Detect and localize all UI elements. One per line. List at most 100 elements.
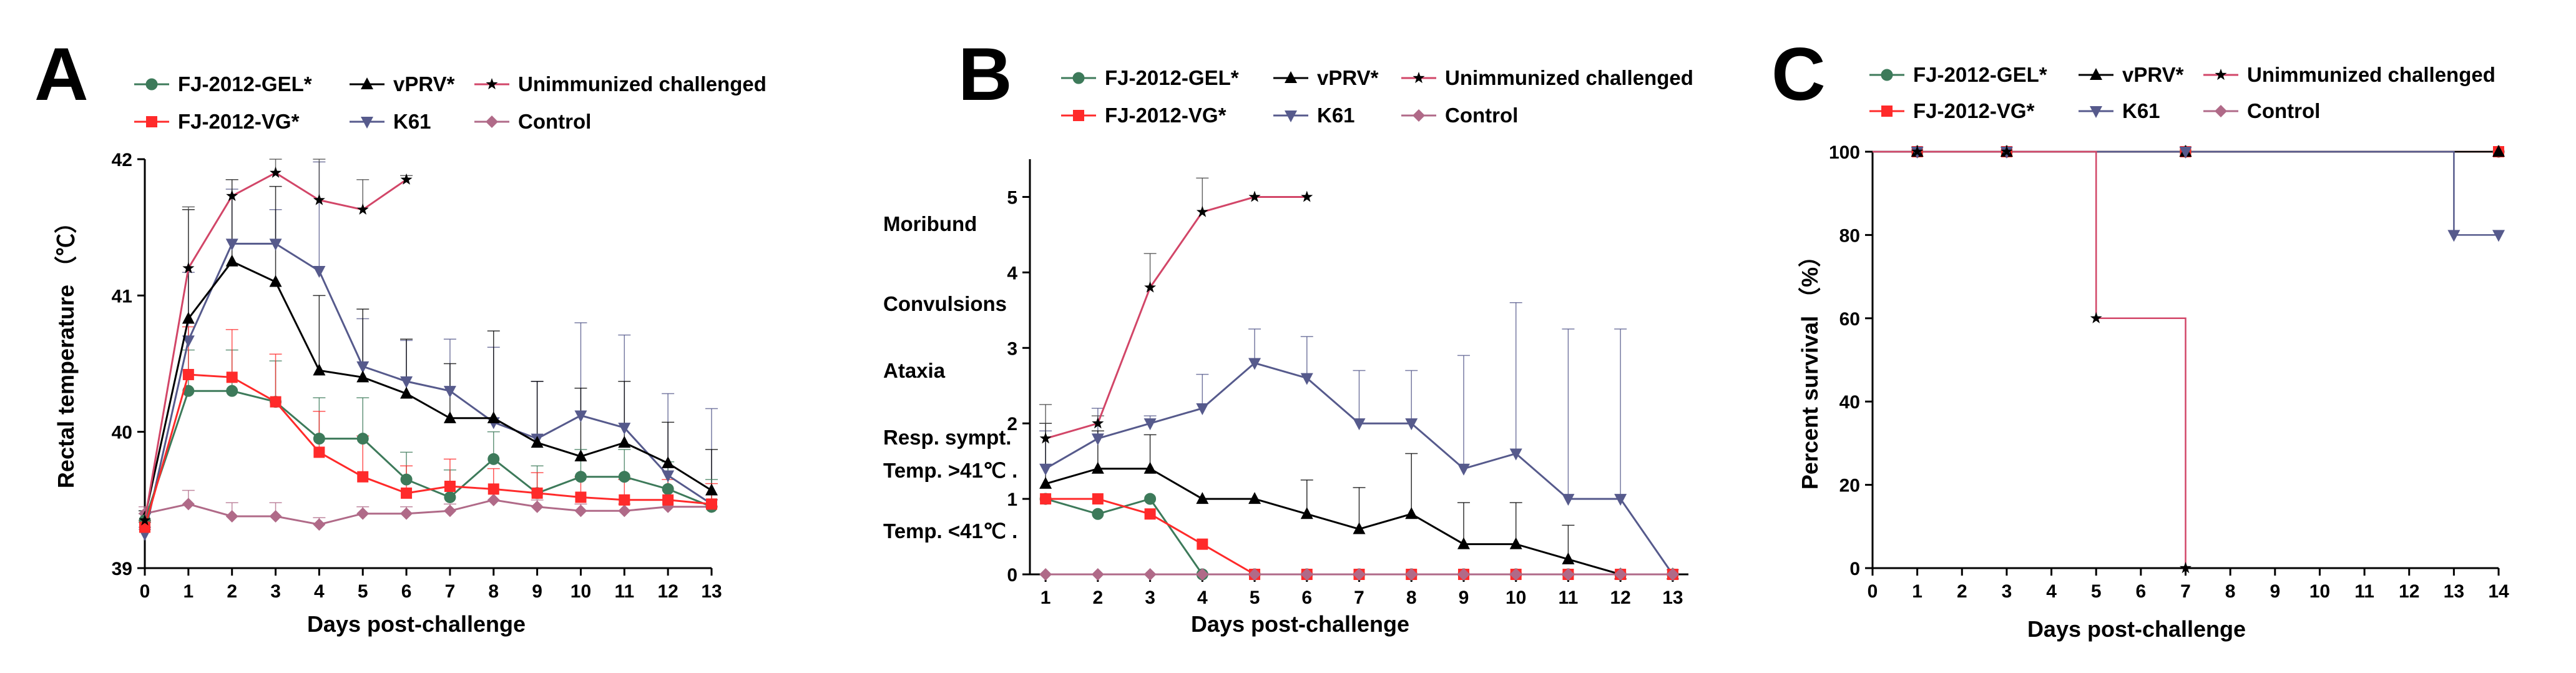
legend-label-control: Control [518, 110, 591, 133]
panel-b-x-tick-label: 12 [1610, 587, 1630, 608]
panel-a-point-fj-2012-vg [313, 446, 325, 458]
legend-marker-unimmunized-challenged [2215, 69, 2227, 81]
legend-marker-fj-2012-vg [1073, 110, 1084, 121]
panel-b-point-control [1039, 568, 1052, 581]
panel-b-point-vprv [1562, 552, 1575, 564]
panel-c-x-title: Days post-challenge [2027, 616, 2246, 642]
panel-b-x-title: Days post-challenge [1191, 611, 1409, 637]
panel-b-point-k61 [1562, 494, 1575, 506]
legend-label-control: Control [2247, 99, 2320, 122]
panel-a-point-fj-2012-vg [139, 521, 150, 533]
panel-a-x-tick-label: 11 [614, 581, 634, 602]
panel-b-point-control [1405, 568, 1418, 581]
panel-b-point-control [1248, 568, 1261, 581]
panel-a-point-fj-2012-gel [444, 491, 456, 503]
panel-b-line-unimmunized-challenged [1045, 196, 1307, 440]
panel-b-point-vprv [1248, 492, 1261, 504]
panel-a-point-control [313, 518, 326, 531]
legend-label-vprv: vPRV* [393, 72, 455, 96]
panel-c-letter: C [1771, 32, 1826, 116]
panel-a-point-fj-2012-vg [531, 487, 543, 499]
legend-a: FJ-2012-GEL* vPRV* Unimmunized challenged F… [134, 72, 766, 133]
panel-b-x-tick-label: 9 [1459, 587, 1469, 608]
panel-c-x-tick-label: 2 [1957, 581, 1967, 602]
panel-a-point-fj-2012-gel [618, 471, 630, 483]
panel-a-line-vprv [144, 260, 712, 518]
panel-a-point-vprv [443, 411, 456, 423]
legend-label-unimmunized-challenged: Unimmunized challenged [518, 72, 766, 96]
panel-a-point-control [356, 507, 370, 520]
panel-a-point-control [269, 510, 282, 523]
legend-label-k61: K61 [1317, 104, 1355, 127]
legend-label-k61: K61 [393, 110, 431, 133]
panel-b-y-tick-label: 3 [1007, 338, 1017, 359]
legend-label-unimmunized-challenged: Unimmunized challenged [1445, 66, 1693, 89]
panel-a-point-unimmunized-challenged [270, 166, 282, 178]
legend-marker-control [2215, 105, 2227, 117]
panel-b-point-fj-2012-vg [1197, 538, 1208, 550]
panel-b-point-unimmunized-challenged [1196, 205, 1208, 217]
panel-a-x-tick-label: 3 [270, 581, 281, 602]
panel-a-point-vprv [574, 449, 587, 461]
legend-marker-k61 [1285, 111, 1297, 122]
legend-c: FJ-2012-GEL* vPRV* Unimmunized challenged F… [1869, 63, 2495, 122]
panel-b-x-tick-label: 7 [1354, 587, 1364, 608]
panel-b: B FJ-2012-GEL* vPRV* Unimmunized challenge… [883, 32, 1693, 637]
legend-marker-fj-2012-vg [1881, 106, 1893, 117]
panel-b-point-control [1196, 568, 1209, 581]
panel-b-point-control [1353, 568, 1366, 581]
panel-b-point-vprv [1353, 522, 1366, 534]
panel-a-line-control [144, 499, 712, 526]
panel-a-y-tick-label: 41 [112, 286, 132, 307]
panel-a-point-fj-2012-vg [357, 471, 369, 483]
legend-marker-unimmunized-challenged [1413, 72, 1425, 84]
panel-c-x-tick-label: 5 [2091, 581, 2102, 602]
panel-a-y-title: Rectal temperature （℃） [53, 211, 79, 488]
panel-a-point-fj-2012-vg [444, 481, 456, 492]
panel-b-x-tick-label: 6 [1301, 587, 1312, 608]
panel-a-point-control [531, 500, 544, 513]
panel-a-point-fj-2012-vg [226, 371, 238, 383]
panel-b-x-tick-label: 13 [1662, 587, 1683, 608]
panel-a-point-fj-2012-gel [400, 473, 413, 486]
panel-c-x-tick-label: 1 [1912, 581, 1922, 602]
panel-b-category-labels: Moribund Convulsions Ataxia Resp. sympt.… [883, 212, 1017, 543]
panel-b-x-tick-label: 2 [1093, 587, 1104, 608]
panel-b-point-k61 [1405, 418, 1418, 431]
panel-b-point-fj-2012-gel [1092, 508, 1104, 520]
panel-b-x-tick-label: 3 [1145, 587, 1155, 608]
panel-a-point-fj-2012-vg [662, 494, 674, 506]
panel-a-point-vprv [356, 370, 370, 383]
panel-a-point-vprv [531, 436, 544, 448]
panel-a-point-k61 [182, 335, 195, 348]
panel-a-point-unimmunized-challenged [400, 173, 413, 185]
panel-b-point-k61 [1457, 463, 1470, 476]
legend-label-control: Control [1445, 104, 1518, 127]
legend-label-fj-2012-gel: FJ-2012-GEL* [1105, 66, 1239, 89]
panel-a-point-vprv [705, 483, 718, 496]
panel-c-x-tick-label: 3 [2002, 581, 2012, 602]
panel-a-point-control [618, 504, 631, 518]
panel-c-x-tick-label: 8 [2225, 581, 2236, 602]
panel-b-point-control [1144, 568, 1157, 581]
legend-marker-fj-2012-gel [1881, 69, 1893, 81]
panel-c-y-title: Percent survival （%） [1797, 245, 1823, 489]
panel-c-point-k61 [2447, 230, 2461, 242]
panel-b-point-control [1509, 568, 1522, 581]
category-label-convulsions: Convulsions [883, 292, 1007, 315]
panel-b-x-tick-label: 4 [1197, 587, 1208, 608]
panel-a-point-fj-2012-gel [313, 433, 325, 445]
panel-b-point-k61 [1248, 358, 1261, 370]
panel-b-y-tick-label: 0 [1007, 565, 1017, 586]
panel-b-point-control [1562, 568, 1575, 581]
panel-b-point-fj-2012-vg [1144, 508, 1156, 520]
category-label-resp-sympt: Resp. sympt. [883, 426, 1011, 449]
panel-b-y-tick-label: 1 [1007, 489, 1017, 510]
panel-c-x-tick-label: 7 [2180, 581, 2191, 602]
panel-a-point-unimmunized-challenged [226, 190, 238, 201]
legend-label-fj-2012-vg: FJ-2012-VG* [178, 110, 300, 133]
panel-a-point-vprv [182, 312, 195, 324]
